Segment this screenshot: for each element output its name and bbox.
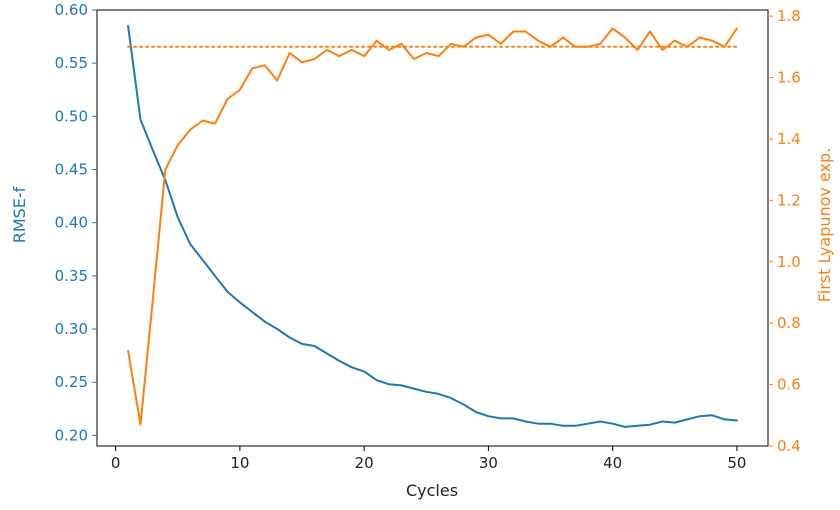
y-left-tick-label: 0.35 <box>55 267 88 285</box>
y-right-tick-label: 1.8 <box>777 7 801 25</box>
y-right-tick-label: 1.2 <box>777 191 801 209</box>
series-line-rmse <box>127 25 738 428</box>
y-left-tick-label: 0.25 <box>55 373 88 391</box>
y-left-axis-label: RMSE-f <box>10 186 29 243</box>
y-left-tick-label: 0.30 <box>55 320 88 338</box>
x-tick-label: 0 <box>111 454 121 472</box>
plot-frame <box>96 9 769 447</box>
x-tick-label: 50 <box>727 454 746 472</box>
x-tick-label: 10 <box>230 454 249 472</box>
y-left-tick-label: 0.45 <box>55 161 88 179</box>
x-axis-label: Cycles <box>406 481 458 500</box>
y-right-tick-label: 1.0 <box>777 253 801 271</box>
y-right-tick-label: 0.6 <box>777 376 801 394</box>
y-left-tick-label: 0.55 <box>55 54 88 72</box>
y-right-tick-label: 1.6 <box>777 69 801 87</box>
x-tick-label: 20 <box>355 454 374 472</box>
y-right-tick-label: 1.4 <box>777 130 801 148</box>
y-left-tick-label: 0.50 <box>55 107 88 125</box>
y-left-axis-ticks: 0.20 0.25 0.30 0.35 0.40 0.45 0.50 0.55 0.60 <box>55 1 97 444</box>
y-right-tick-label: 0.4 <box>777 437 801 455</box>
y-left-tick-label: 0.20 <box>55 426 88 444</box>
x-tick-label: 40 <box>603 454 622 472</box>
series-line-lyapunov <box>127 27 738 426</box>
y-left-tick-label: 0.60 <box>55 1 88 19</box>
y-right-axis-label: First Lyapunov exp. <box>815 148 834 303</box>
y-left-tick-label: 0.40 <box>55 214 88 232</box>
x-tick-label: 30 <box>479 454 498 472</box>
plot-area-border <box>96 9 769 447</box>
series-group <box>127 25 738 428</box>
y-right-axis-ticks: 0.4 0.6 0.8 1.0 1.2 1.4 1.6 1.8 <box>768 7 801 455</box>
y-right-tick-label: 0.8 <box>777 314 801 332</box>
x-axis-ticks: 0 10 20 30 40 50 <box>111 446 746 472</box>
